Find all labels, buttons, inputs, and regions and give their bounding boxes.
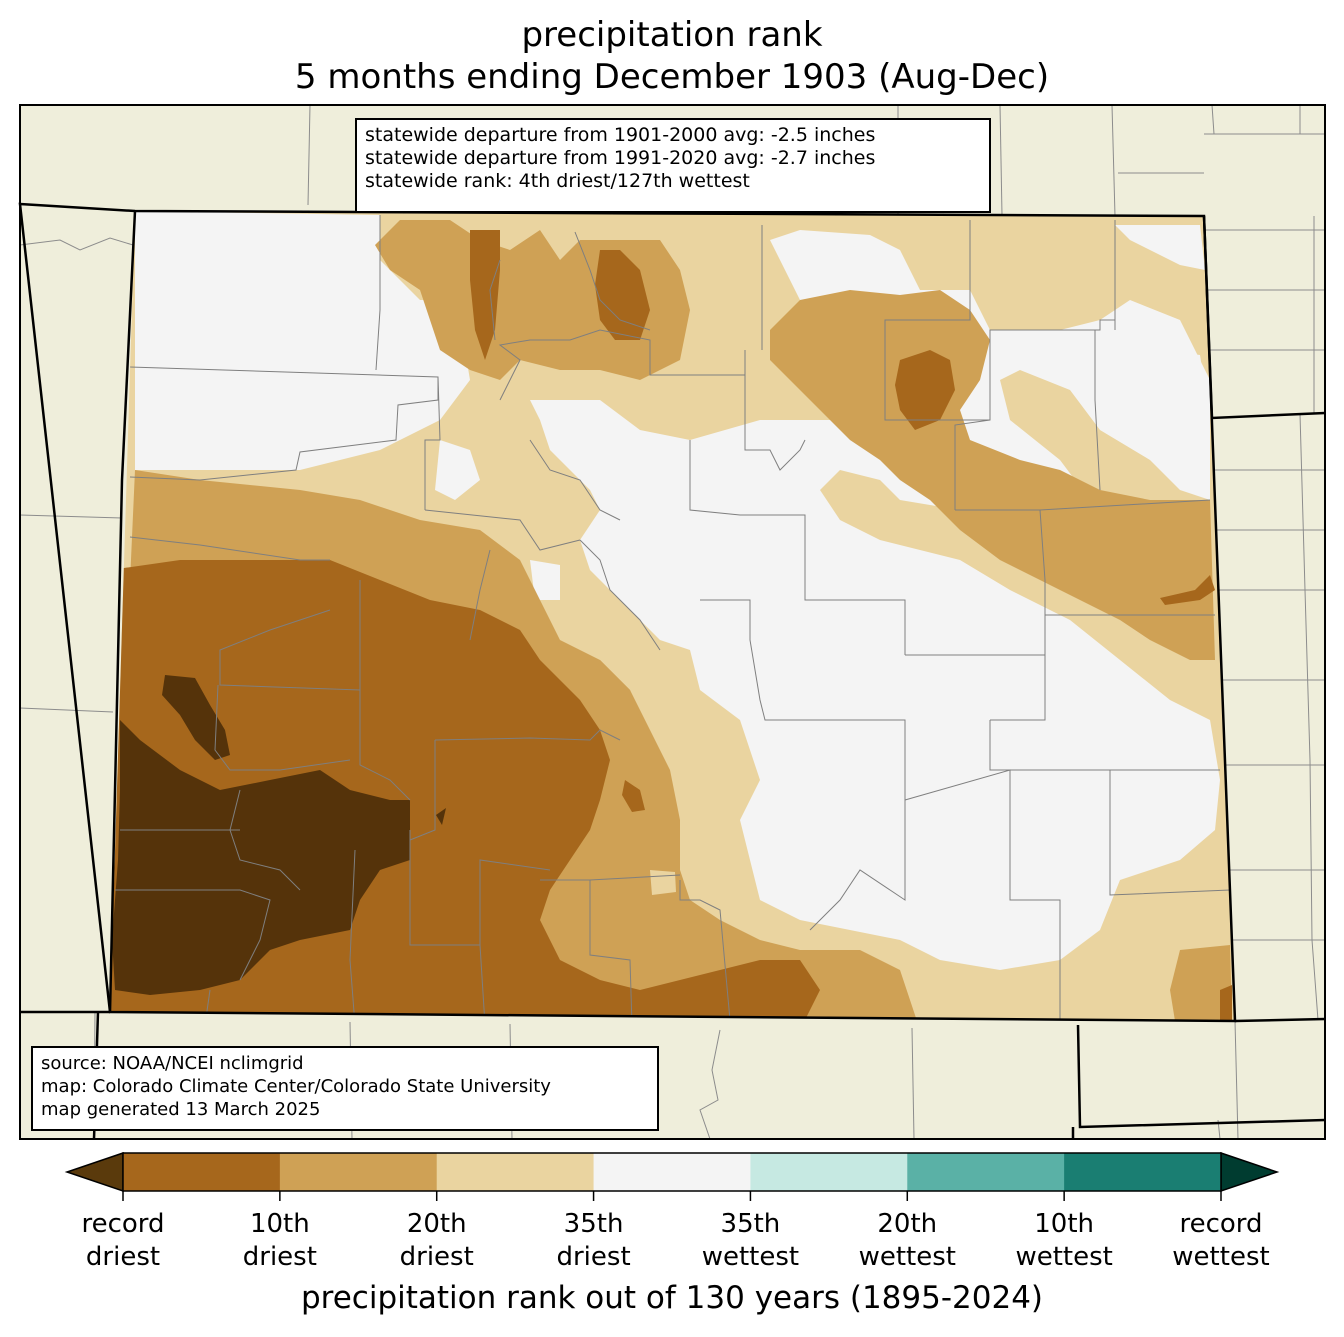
colorbar-bin xyxy=(593,1153,751,1191)
colorbar-bin xyxy=(123,1153,281,1191)
tick-label-line1: 10th xyxy=(1034,1209,1095,1239)
tick-label-line2: wettest xyxy=(858,1242,956,1272)
colorado-precip-field xyxy=(110,211,1235,1021)
colorbar-tick-label: record wettest xyxy=(1146,1208,1296,1274)
colorado-county-lines xyxy=(115,215,1231,1021)
colorbar-tick-label: 10th wettest xyxy=(989,1208,1139,1274)
colorbar-tick-label: 35th wettest xyxy=(675,1208,825,1274)
tick-label-line1: record xyxy=(81,1209,165,1239)
tick-label-line1: 20th xyxy=(406,1209,467,1239)
tick-label-line2: wettest xyxy=(1172,1242,1270,1272)
tick-label-line2: wettest xyxy=(1015,1242,1113,1272)
tick-label-line2: driest xyxy=(399,1242,474,1272)
tick-label-line2: driest xyxy=(242,1242,317,1272)
credit-generated: map generated 13 March 2025 xyxy=(41,1099,321,1120)
map-frame xyxy=(19,104,1326,1140)
statewide-stats-box: statewide departure from 1901-2000 avg: … xyxy=(355,118,991,213)
neighbor-county-lines xyxy=(20,105,1325,1139)
colorbar-ticks xyxy=(122,1191,1222,1201)
stats-line-1901-2000: statewide departure from 1901-2000 avg: … xyxy=(365,124,876,146)
map-subtitle: 5 months ending December 1903 (Aug-Dec) xyxy=(294,57,1050,97)
colorbar-bin xyxy=(907,1153,1065,1191)
tick-label-line2: driest xyxy=(85,1242,161,1272)
credit-map: map: Colorado Climate Center/Colorado St… xyxy=(41,1076,551,1097)
colorbar-tick-label: 10th driest xyxy=(205,1208,355,1274)
tick-label-line1: 10th xyxy=(249,1209,310,1239)
colorbar-outline xyxy=(122,1152,1222,1192)
colorbar-title: precipitation rank out of 130 years (189… xyxy=(300,1280,1044,1316)
tick-label-line1: 35th xyxy=(720,1209,781,1239)
colorbar-bin xyxy=(1064,1153,1222,1191)
colorbar-tick-label: 20th driest xyxy=(362,1208,512,1274)
colorbar-bin xyxy=(436,1153,595,1191)
colorbar-bin xyxy=(279,1153,438,1191)
colorbar-tick-label: record driest xyxy=(48,1208,198,1274)
tick-label-line2: wettest xyxy=(701,1242,800,1272)
tick-label-line1: record xyxy=(1179,1209,1263,1239)
colorbar-tick-label: 35th driest xyxy=(519,1208,669,1274)
tick-label-line2: driest xyxy=(556,1242,631,1272)
colorbar xyxy=(64,1151,1280,1201)
colorbar-bin xyxy=(750,1153,908,1191)
colorbar-over-arrow xyxy=(1220,1151,1280,1193)
stats-line-rank: statewide rank: 4th driest/127th wettest xyxy=(365,170,750,192)
tick-label-line1: 35th xyxy=(563,1209,624,1239)
colorbar-under-arrow xyxy=(64,1151,124,1193)
credit-source: source: NOAA/NCEI nclimgrid xyxy=(41,1053,304,1074)
colorbar-bins xyxy=(123,1153,1222,1191)
credits-box: source: NOAA/NCEI nclimgrid map: Colorad… xyxy=(31,1046,659,1131)
tick-label-line1: 20th xyxy=(877,1209,938,1239)
stats-line-1991-2020: statewide departure from 1991-2020 avg: … xyxy=(365,147,876,169)
map-title: precipitation rank xyxy=(521,15,823,55)
colorbar-tick-label: 20th wettest xyxy=(832,1208,982,1274)
